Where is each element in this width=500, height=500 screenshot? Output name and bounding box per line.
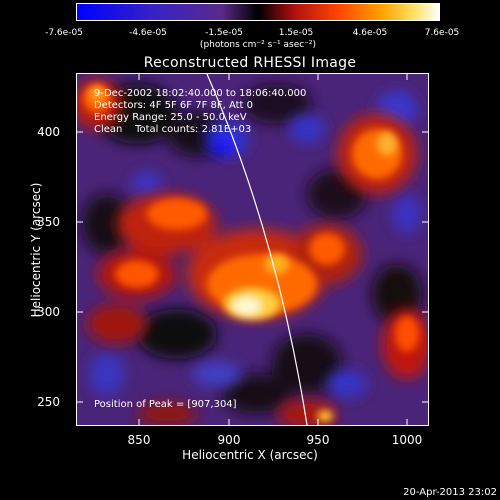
plot-frame bbox=[76, 73, 429, 426]
solar-limb-line bbox=[206, 74, 308, 425]
timestamp-label: 20-Apr-2013 23:02 bbox=[403, 487, 497, 498]
colorbar-tick: 7.6e-05 bbox=[424, 28, 460, 38]
info-energy-range: Energy Range: 25.0 - 50.0 keV bbox=[94, 112, 247, 123]
y-tick-label: 300 bbox=[37, 305, 60, 319]
plot-title: Reconstructed RHESSI Image bbox=[143, 55, 357, 71]
y-axis-label: Heliocentric Y (arcsec) bbox=[29, 182, 43, 318]
x-axis-label: Heliocentric X (arcsec) bbox=[182, 448, 318, 462]
colorbar-gradient bbox=[77, 4, 439, 20]
heatmap-orange-regions bbox=[83, 85, 419, 352]
colorbar bbox=[76, 3, 440, 21]
heatmap-image bbox=[77, 74, 428, 425]
colorbar-tick: -7.6e-05 bbox=[45, 28, 83, 38]
x-tick-label: 1000 bbox=[391, 433, 423, 447]
info-text: 9-Dec-2002 18:02:40.000 to 18:06:40.000 D… bbox=[94, 88, 306, 136]
colorbar-tick: 4.6e-05 bbox=[352, 28, 388, 38]
y-tick-label: 400 bbox=[37, 125, 60, 139]
y-tick-label: 350 bbox=[37, 215, 60, 229]
peak-position-text: Position of Peak = [907,304] bbox=[94, 399, 237, 410]
info-clean-counts: Clean Total counts: 2.81E+03 bbox=[94, 124, 252, 135]
colorbar-tick: -4.6e-05 bbox=[129, 28, 167, 38]
heatmap-dark-regions bbox=[82, 84, 422, 414]
colorbar-unit-label: (photons cm⁻² s⁻¹ asec⁻²) bbox=[199, 40, 317, 50]
info-time-range: 9-Dec-2002 18:02:40.000 to 18:06:40.000 bbox=[94, 88, 307, 99]
colorbar-tick: 1.5e-05 bbox=[278, 28, 314, 38]
x-tick-label: 850 bbox=[127, 433, 151, 447]
x-tick-label: 950 bbox=[306, 433, 330, 447]
heatmap-bright-regions bbox=[89, 86, 397, 422]
x-tick-label: 900 bbox=[217, 433, 241, 447]
y-tick-label: 250 bbox=[37, 395, 60, 409]
info-detectors: Detectors: 4F 5F 6F 7F 8F, Att 0 bbox=[94, 100, 254, 111]
colorbar-tick: -1.5e-05 bbox=[205, 28, 243, 38]
